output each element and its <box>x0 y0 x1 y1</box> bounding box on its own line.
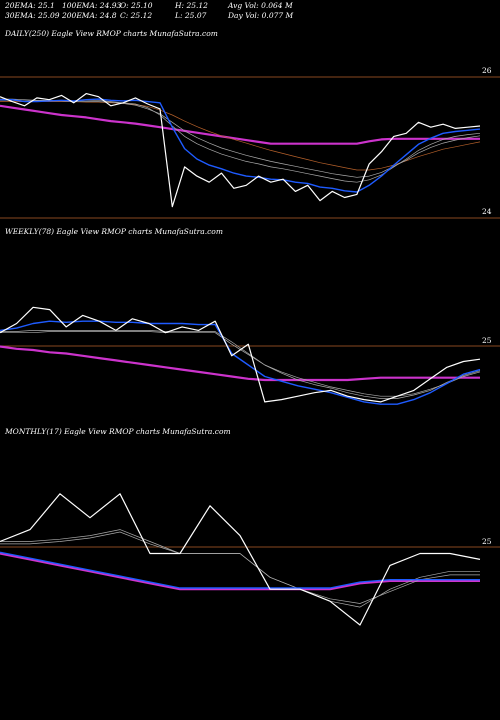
monthly-ema-fast-line <box>0 551 480 589</box>
monthly-panel-title: MONTHLY(17) Eagle View RMOP charts Munaf… <box>5 427 231 436</box>
ema100-text: 100EMA: 24.93 <box>62 1 122 10</box>
monthly-ema-slow-line <box>0 552 480 591</box>
ema20-text: 20EMA: 25.1 <box>5 1 55 10</box>
weekly-ema-gray-2-line <box>0 331 481 397</box>
weekly-level-25-label: 25 <box>482 336 492 345</box>
open-text: O: 25.10 <box>120 1 153 10</box>
daily-level-24-label: 24 <box>482 207 492 216</box>
monthly-price-line <box>0 493 481 626</box>
low-text: L: 25.07 <box>175 11 207 20</box>
high-text: H: 25.12 <box>175 1 208 10</box>
monthly-ema-gray-1-line <box>0 529 480 608</box>
daily-ema-fast-line <box>0 98 481 193</box>
ema200-text: 200EMA: 24.8 <box>62 11 117 20</box>
dayvol-text: Day Vol: 0.077 M <box>228 11 294 20</box>
close-text: C: 25.12 <box>120 11 153 20</box>
monthly-level-25-label: 25 <box>482 537 492 546</box>
daily-price-line <box>0 92 481 208</box>
weekly-ema-fast-line <box>0 320 481 405</box>
daily-ema-gray-1-line <box>0 98 481 183</box>
weekly-ema-slow-line <box>0 345 480 382</box>
daily-ema-slow-line <box>0 104 480 145</box>
daily-level-26-label: 26 <box>482 66 492 75</box>
indicator-header: 20EMA: 25.1 100EMA: 24.93 O: 25.10 H: 25… <box>0 0 500 26</box>
weekly-ema-gray-1-line <box>0 330 481 399</box>
weekly-panel-title: WEEKLY(78) Eagle View RMOP charts Munafa… <box>5 227 223 236</box>
ema30-text: 30EMA: 25.09 <box>5 11 60 20</box>
daily-panel-title: DAILY(250) Eagle View RMOP charts Munafa… <box>5 29 218 38</box>
weekly-price-line <box>0 306 481 403</box>
avgvol-text: Avg Vol: 0.064 M <box>228 1 293 10</box>
